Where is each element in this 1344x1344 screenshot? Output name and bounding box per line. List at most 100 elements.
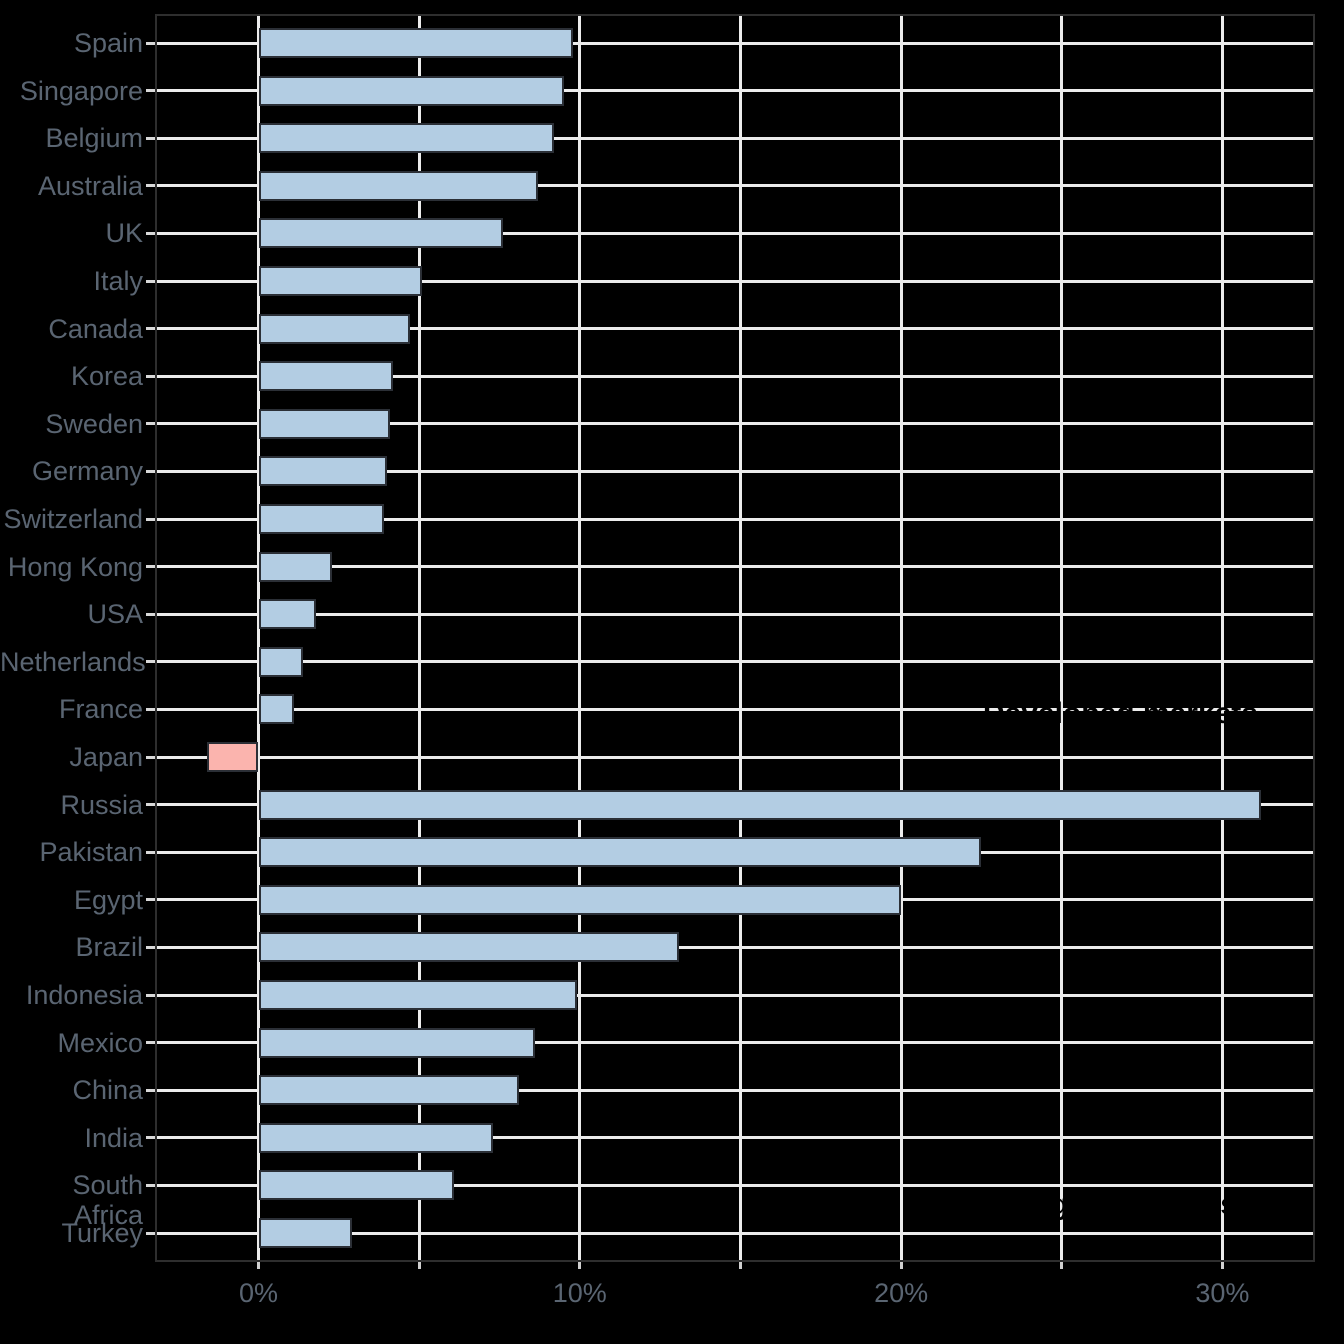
gridline-y-korea [155,374,1315,378]
x-tick-label-10: 10% [552,1278,607,1308]
y-tick-canada [146,327,155,331]
y-tick-switzerland [146,517,155,521]
ylabel-pakistan: Pakistan [39,837,143,868]
annotation-developed-markets: Developed markets [982,697,1258,730]
bar-india [258,1122,494,1153]
gridline-x-30 [1220,14,1224,1262]
gridline-x-5 [417,14,421,1262]
bar-brazil [258,932,680,963]
bar-indonesia [258,980,577,1010]
gridline-y-australia [155,184,1315,188]
gridline-x-0 [257,14,260,1262]
y-tick-germany [146,469,155,473]
y-tick-uk [146,231,155,235]
gridline-y-usa [155,612,1315,616]
bar-switzerland [258,504,384,534]
gridline-x-20 [899,14,903,1262]
x-tick-10 [578,1262,582,1269]
gridline-x-25 [1060,14,1064,1262]
gridline-y-france [155,707,1315,711]
ylabel-singapore: Singapore [19,75,143,106]
bar-japan [207,742,259,772]
ylabel-mexico: Mexico [57,1027,143,1058]
ylabel-india: India [84,1122,143,1153]
x-tick-25 [1060,1262,1064,1269]
gridline-y-netherlands [155,660,1315,664]
gridline-y-germany [155,469,1315,473]
ylabel-canada: Canada [48,313,143,344]
bar-germany [258,456,388,487]
gridline-y-belgium [155,136,1315,140]
ylabel-sweden: Sweden [45,408,143,439]
y-tick-spain [146,41,155,45]
y-tick-australia [146,184,155,188]
ylabel-south-africa: South Africa [72,1170,143,1231]
ylabel-china: China [72,1075,143,1106]
gridline-y-hong-kong [155,565,1315,569]
ylabel-turkey: Turkey [61,1218,143,1248]
ylabel-uk: UK [105,218,143,249]
gridline-y-canada [155,327,1315,331]
ylabel-russia: Russia [60,789,143,820]
bar-pakistan [258,837,982,868]
ylabel-japan: Japan [69,742,143,772]
ylabel-germany: Germany [31,456,143,487]
y-tick-russia [146,803,155,807]
x-tick-0 [257,1262,260,1269]
gridline-y-indonesia [155,993,1315,997]
ylabel-netherlands: Netherlands [0,646,146,677]
y-tick-hong-kong [146,565,155,569]
bar-egypt [258,884,902,915]
gridline-y-south-africa [155,1183,1315,1187]
ylabel-spain: Spain [73,28,143,58]
bar-singapore [258,75,564,106]
y-tick-mexico [146,1041,155,1045]
y-tick-pakistan [146,850,155,854]
gridline-y-brazil [155,945,1315,949]
y-tick-sweden [146,422,155,426]
gridline-y-italy [155,279,1315,283]
bar-china [258,1075,519,1106]
bar-russia [258,789,1261,820]
ylabel-france: France [58,694,143,725]
x-tick-20 [899,1262,903,1269]
ylabel-egypt: Egypt [73,884,143,915]
bar-south-africa [258,1170,455,1201]
y-tick-singapore [146,89,155,93]
bar-korea [258,361,394,392]
ylabel-usa: USA [87,599,143,630]
ylabel-korea: Korea [70,361,143,392]
bar-italy [258,266,423,296]
gridline-y-india [155,1136,1315,1140]
ylabel-belgium: Belgium [45,123,143,154]
bar-turkey [258,1218,352,1248]
gridline-y-switzerland [155,517,1315,521]
x-tick-label-0: 0% [238,1278,279,1308]
bar-belgium [258,123,555,154]
x-tick-label-30: 30% [1195,1278,1250,1308]
gridline-y-spain [155,41,1315,45]
gridline-y-mexico [155,1041,1315,1045]
gridline-y-sweden [155,422,1315,426]
bar-usa [258,599,317,630]
bar-hong-kong [258,551,333,582]
y-tick-japan [146,755,155,759]
x-tick-30 [1220,1262,1224,1269]
y-tick-netherlands [146,660,155,664]
gridline-y-china [155,1088,1315,1092]
bar-sweden [258,408,391,439]
y-tick-brazil [146,945,155,949]
bar-netherlands [258,646,304,677]
ylabel-hong-kong: Hong Kong [7,551,143,582]
bar-mexico [258,1027,535,1058]
bar-spain [258,28,574,58]
y-tick-indonesia [146,993,155,997]
y-tick-belgium [146,136,155,140]
gridline-y-singapore [155,89,1315,93]
bar-australia [258,170,539,201]
y-tick-usa [146,612,155,616]
bar-france [258,694,294,725]
y-tick-italy [146,279,155,283]
ylabel-indonesia: Indonesia [25,980,143,1010]
y-tick-korea [146,374,155,378]
